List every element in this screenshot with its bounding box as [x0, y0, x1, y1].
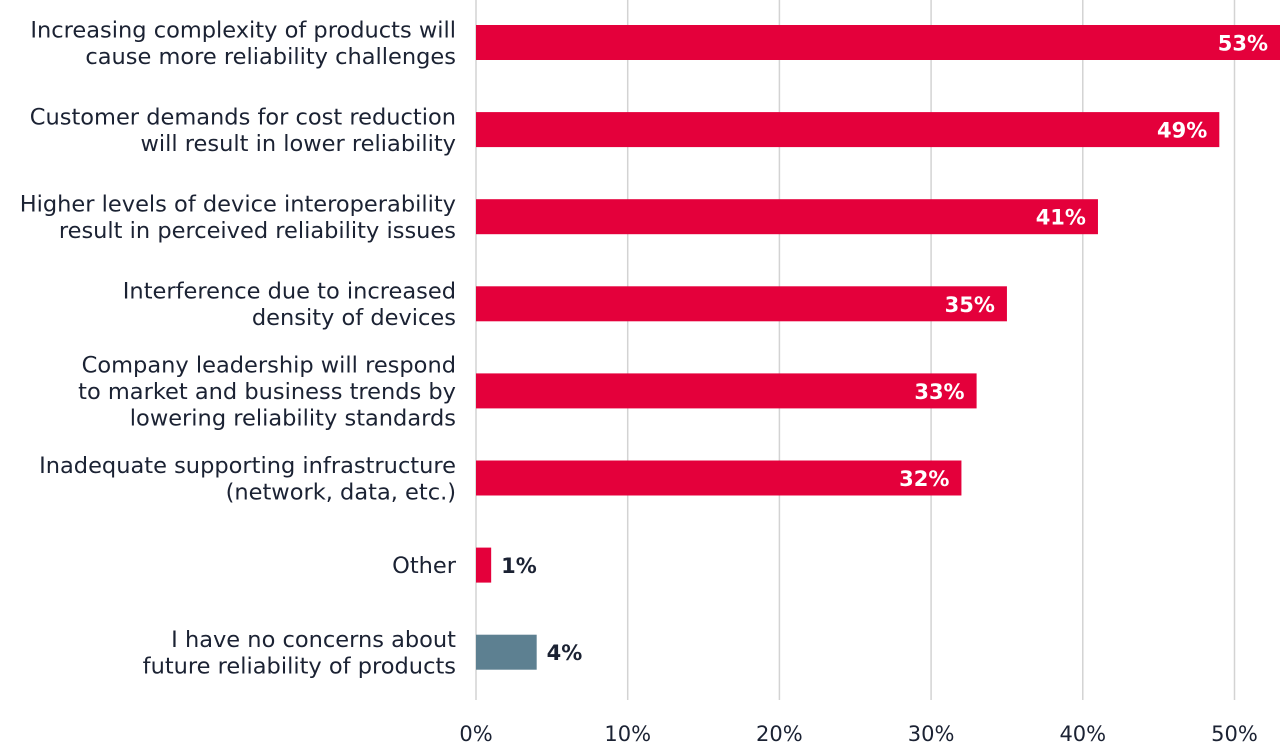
bar-value-label: 35%	[945, 293, 995, 317]
x-tick-label: 50%	[1211, 722, 1258, 743]
category-label: Higher levels of device interoperability…	[20, 191, 456, 244]
bar	[476, 547, 492, 583]
x-tick-label: 10%	[604, 722, 651, 743]
x-tick-label: 40%	[1059, 722, 1106, 743]
bars: 53% 49% 41% 35% 33% 32% 1% 4%	[476, 25, 1280, 670]
bar	[476, 199, 1098, 235]
bar	[476, 25, 1280, 60]
bar-value-label: 4%	[547, 641, 583, 665]
bar-value-label: 1%	[501, 554, 537, 578]
category-label: Company leadership will respond to market…	[78, 352, 456, 431]
category-label: Other	[392, 553, 457, 579]
bar-value-label: 32%	[899, 467, 949, 491]
category-label: Increasing complexity of products will ca…	[30, 17, 456, 70]
category-labels: Increasing complexity of products will ca…	[20, 17, 457, 679]
bar	[476, 286, 1007, 322]
x-tick-label: 20%	[756, 722, 803, 743]
bar	[476, 460, 962, 496]
bar	[476, 373, 977, 409]
category-label: Inadequate supporting infrastructure (net…	[39, 453, 456, 506]
x-axis-ticks: 0% 10% 20% 30% 40% 50%	[459, 722, 1257, 743]
bar-value-label: 33%	[914, 380, 964, 404]
x-tick-label: 30%	[908, 722, 955, 743]
category-label: Customer demands for cost reduction will …	[30, 104, 456, 157]
bar	[476, 634, 537, 670]
category-label: I have no concerns about future reliabili…	[143, 627, 457, 680]
category-label: Interference due to increased density of …	[123, 279, 456, 332]
bar-value-label: 41%	[1036, 206, 1086, 230]
bar	[476, 112, 1220, 148]
bar-value-label: 53%	[1218, 32, 1268, 56]
bar-value-label: 49%	[1157, 119, 1207, 143]
gridlines	[475, 0, 1236, 700]
x-tick-label: 0%	[459, 722, 492, 743]
